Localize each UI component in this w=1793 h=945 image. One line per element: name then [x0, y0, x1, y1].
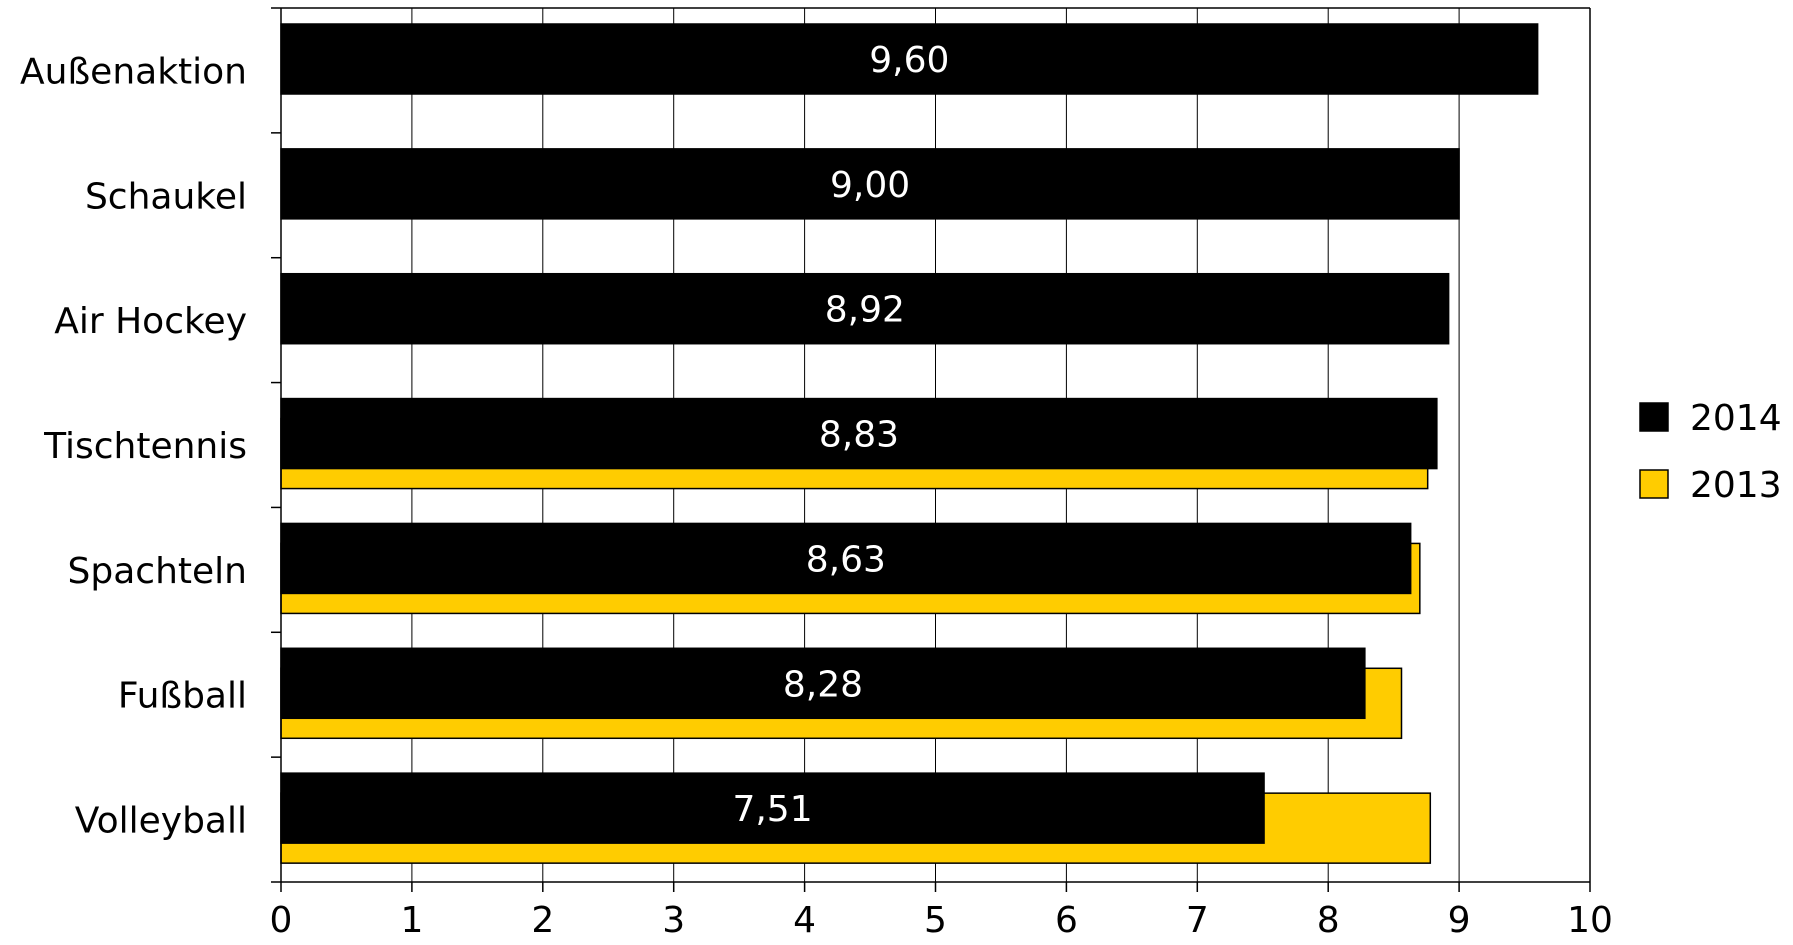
x-tick-label: 6 [1055, 900, 1078, 941]
data-label: 8,28 [783, 664, 863, 705]
data-label: 9,60 [869, 40, 949, 81]
category-label: Fußball [118, 676, 247, 717]
legend-swatch-2014 [1639, 402, 1669, 432]
x-tick-label: 10 [1567, 900, 1613, 941]
legend: 2014 2013 [1639, 398, 1782, 506]
legend-swatch-2013 [1639, 469, 1669, 499]
category-label: Air Hockey [54, 301, 247, 342]
x-tick-label: 9 [1448, 900, 1471, 941]
x-tick-label: 2 [531, 900, 554, 941]
data-label: 9,00 [830, 165, 910, 206]
x-tick-label: 7 [1186, 900, 1209, 941]
data-label: 7,51 [732, 789, 812, 830]
category-label: Tischtennis [43, 426, 247, 467]
category-label: Außenaktion [20, 51, 247, 92]
category-label: Schaukel [85, 176, 247, 217]
plot-frame [271, 7, 1591, 892]
data-label: 8,83 [819, 415, 899, 456]
x-tick-label: 4 [793, 900, 816, 941]
x-tick-label: 8 [1317, 900, 1340, 941]
bar-2014 [280, 522, 1412, 595]
x-tick-label: 1 [400, 900, 423, 941]
bar-2014 [280, 148, 1460, 220]
x-tick-label: 3 [662, 900, 685, 941]
bars [280, 23, 1539, 864]
category-label: Volleyball [75, 801, 247, 842]
bar-2014 [280, 23, 1539, 95]
x-tick-label: 5 [924, 900, 947, 941]
data-label: 8,63 [806, 539, 886, 580]
category-label: Spachteln [68, 551, 247, 592]
x-tick-label: 0 [270, 900, 293, 941]
legend-label-2013: 2013 [1690, 465, 1782, 506]
bar-2014 [280, 272, 1450, 345]
bar-2014 [280, 772, 1265, 844]
legend-label-2014: 2014 [1690, 398, 1782, 439]
data-label: 8,92 [825, 290, 905, 331]
labels: 0 1 2 3 4 5 6 7 8 9 10 9,60 Außenaktion 9,00 Schaukel 8… [20, 40, 1613, 941]
bar-2014 [280, 397, 1438, 470]
